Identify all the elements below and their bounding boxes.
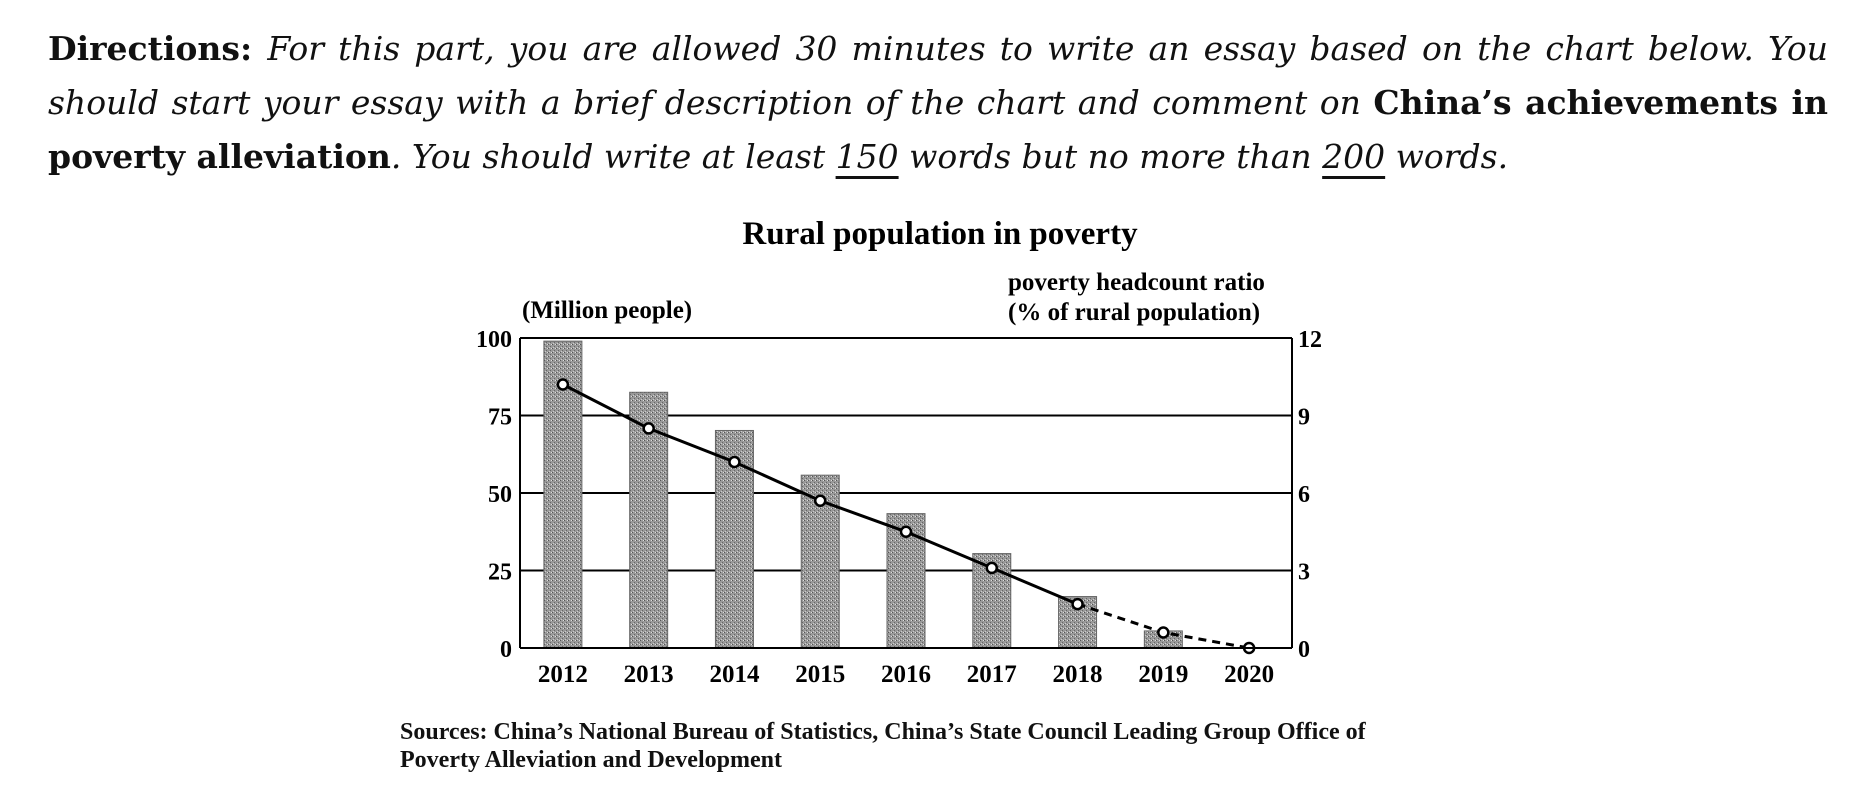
x-tick-label: 2020 xyxy=(1224,661,1274,688)
directions-topic: China’s achievements in poverty alleviat… xyxy=(48,83,1828,176)
ratio-point xyxy=(899,525,913,538)
ratio-point xyxy=(985,561,999,575)
right-axis-label-line-1: poverty headcount ratio xyxy=(1008,269,1265,296)
bars xyxy=(543,340,1183,649)
ratio-point xyxy=(1071,597,1084,611)
left-tick-label: 100 xyxy=(476,327,512,353)
x-tick-label: 2014 xyxy=(709,661,760,688)
right-tick-label: 12 xyxy=(1298,327,1322,353)
right-tick-label: 3 xyxy=(1298,560,1310,586)
right-tick-label: 6 xyxy=(1298,482,1310,508)
right-tick-label: 9 xyxy=(1298,405,1310,431)
ratio-point xyxy=(642,422,655,435)
directions-part-4: words. xyxy=(1385,137,1509,176)
x-tick-label: 2018 xyxy=(1053,661,1103,688)
ratio-point xyxy=(556,378,570,391)
directions-separator: : xyxy=(240,29,268,68)
chart-title: Rural population in poverty xyxy=(742,216,1138,252)
sources-line-1: Sources: China’s National Bureau of Stat… xyxy=(400,719,1366,745)
x-tick-label: 2015 xyxy=(795,661,845,688)
left-tick-label: 25 xyxy=(488,560,512,586)
ratio-point xyxy=(728,455,741,469)
x-tick-label: 2016 xyxy=(881,661,931,688)
directions-part-2: . You should write at least xyxy=(390,137,836,176)
left-tick-label: 50 xyxy=(488,482,512,508)
x-tick-label: 2013 xyxy=(624,661,674,688)
left-tick-label: 0 xyxy=(500,637,512,663)
tick-labels: 0 25 50 75 100 0 3 6 9 12 2012 2013 2014 2015 2016 2017… xyxy=(476,327,1322,688)
ratio-point xyxy=(813,494,827,507)
directions-text: Directions: For this part, you are allow… xyxy=(48,22,1828,184)
x-tick-label: 2017 xyxy=(967,661,1017,688)
directions-part-3: words but no more than xyxy=(898,137,1323,176)
x-tick-label: 2019 xyxy=(1138,661,1188,688)
max-word-count: 200 xyxy=(1322,137,1386,176)
directions-part-1: For this part, you are allowed 30 minute… xyxy=(48,29,1828,122)
ratio-point xyxy=(1157,626,1170,639)
ratio-line xyxy=(556,378,1256,655)
right-axis-label-line-2: (% of rural population) xyxy=(1008,299,1260,326)
directions-lead: Directions xyxy=(48,29,240,68)
x-tick-label: 2012 xyxy=(538,661,588,688)
axes xyxy=(519,338,1293,649)
sources-line-2: Poverty Alleviation and Development xyxy=(400,747,782,773)
min-word-count: 150 xyxy=(835,137,899,176)
sources-note: Sources: China’s National Bureau of Stat… xyxy=(400,718,1520,774)
left-axis-label: (Million people) xyxy=(522,297,692,324)
right-tick-label: 0 xyxy=(1298,637,1310,663)
left-tick-label: 75 xyxy=(488,405,512,431)
